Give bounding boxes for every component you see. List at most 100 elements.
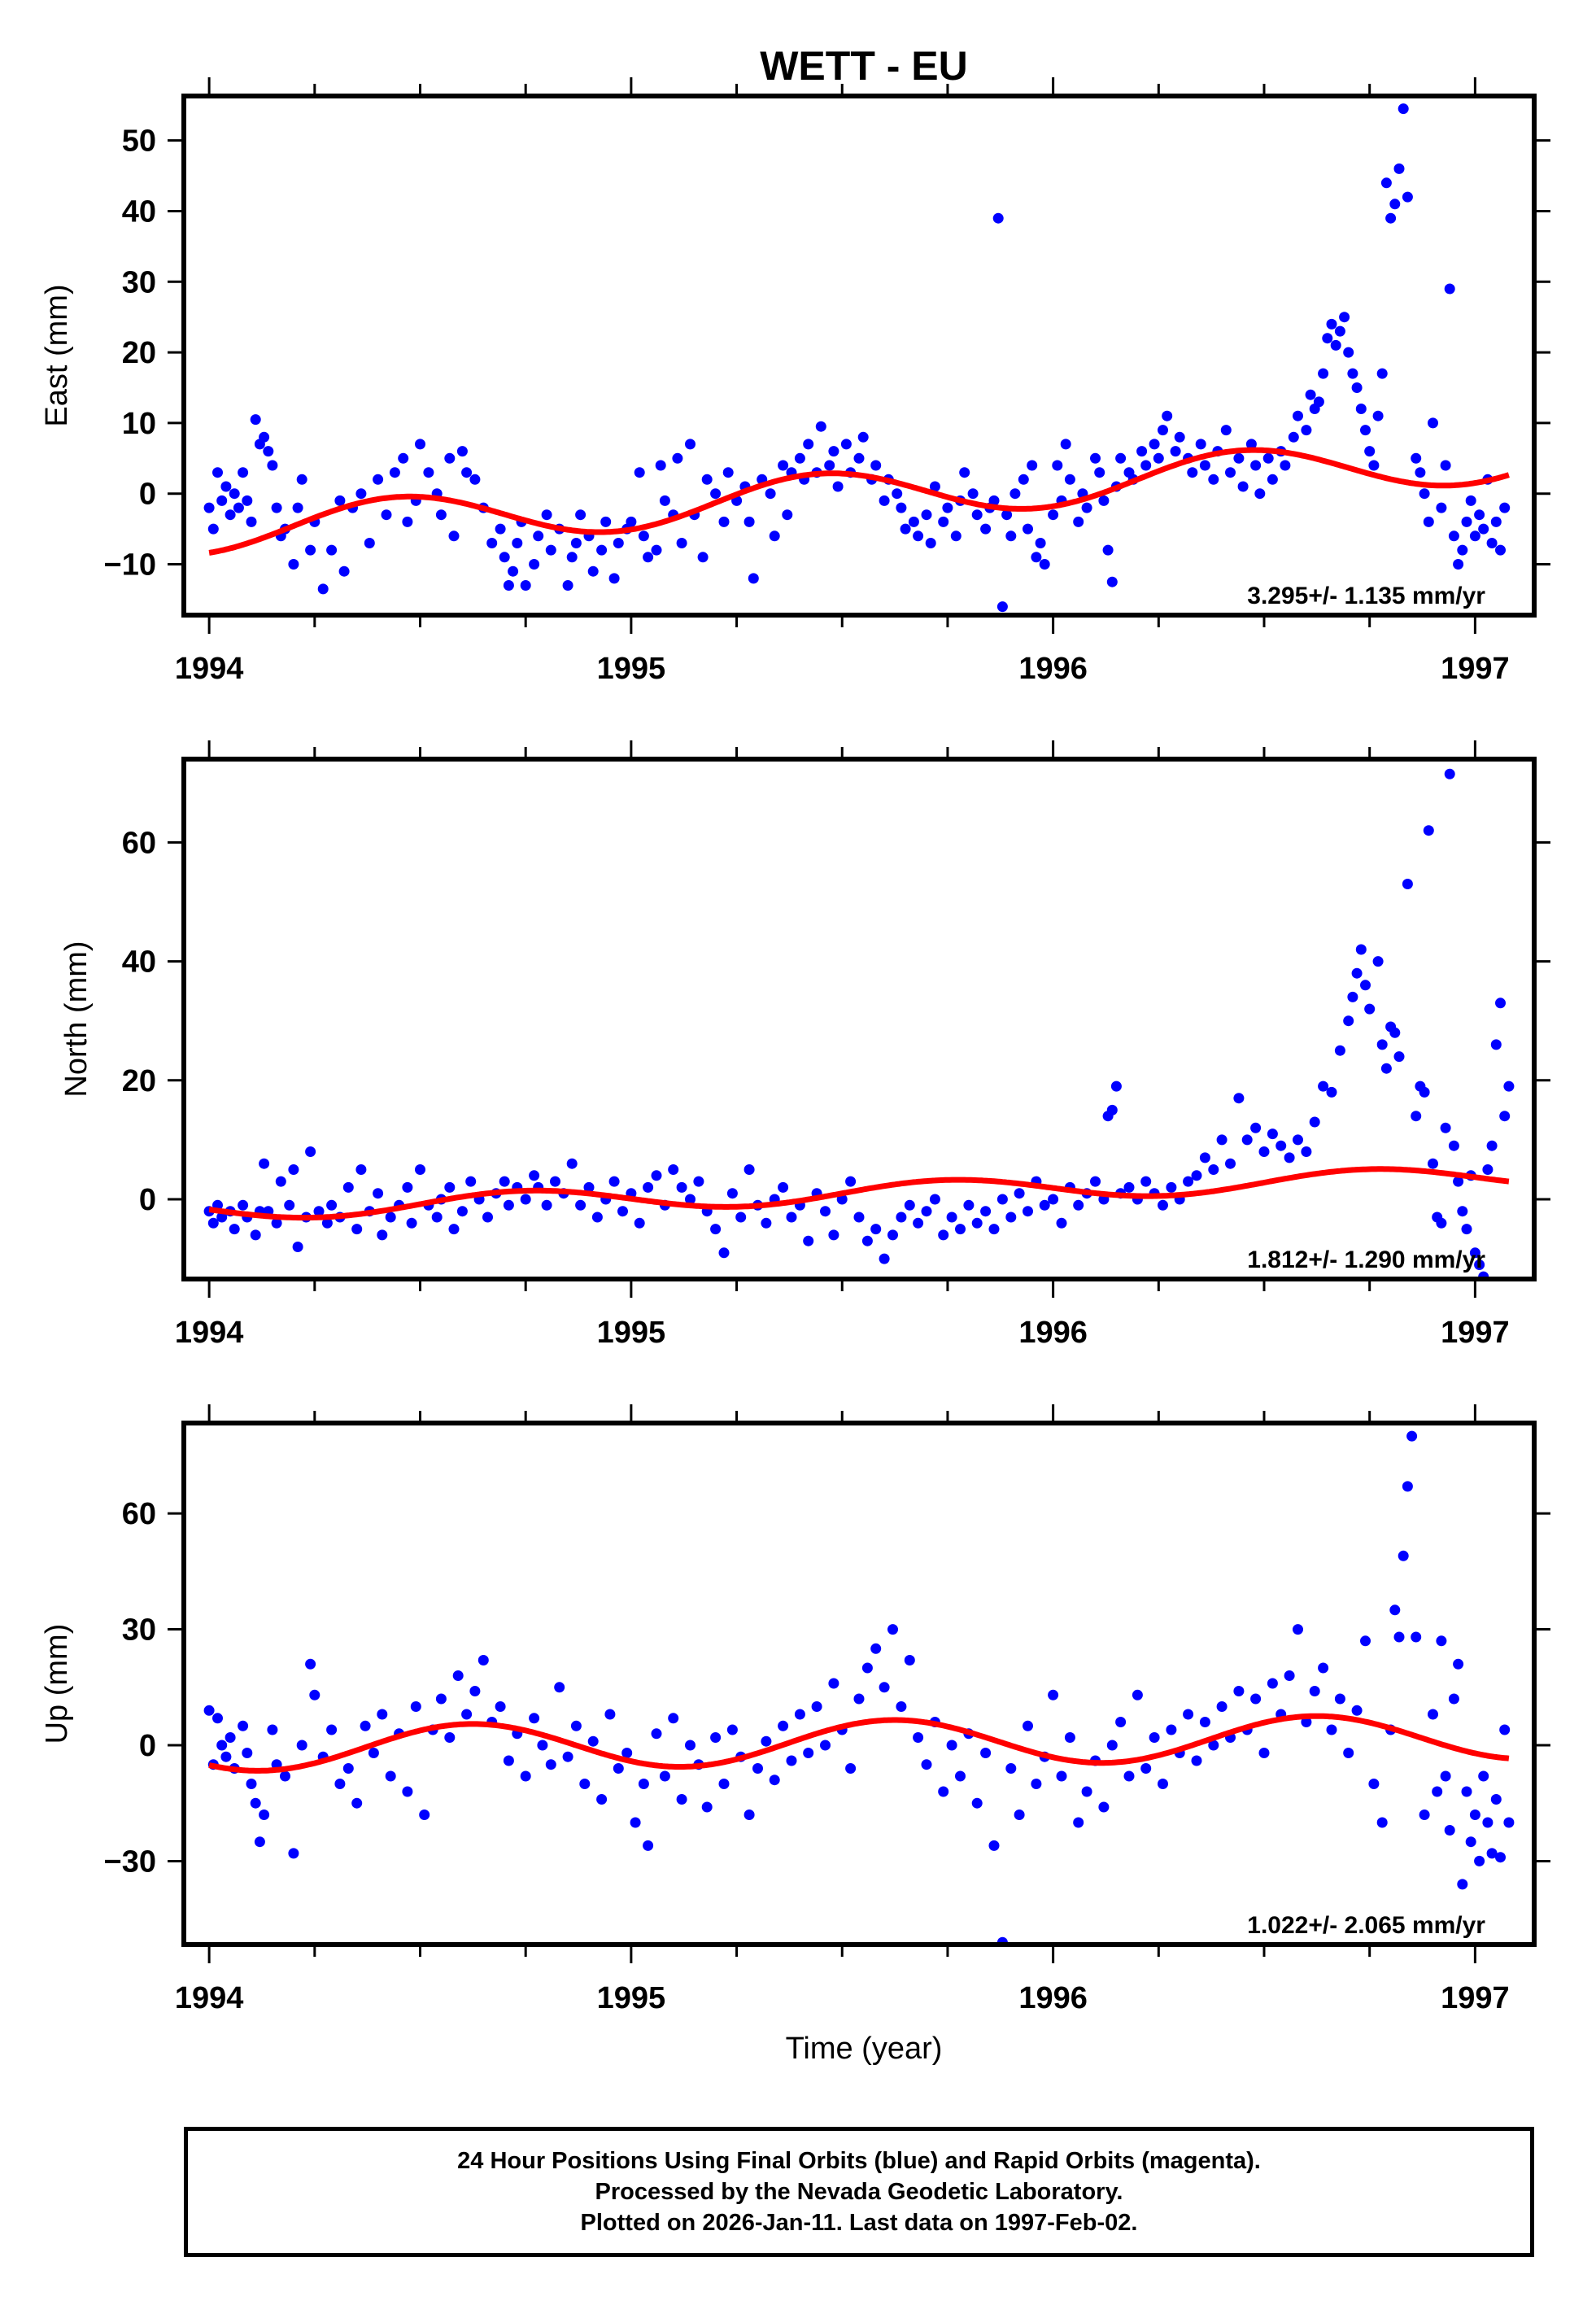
data-point [726,1724,738,1735]
data-point [233,502,244,513]
data-point [828,446,839,457]
data-point [448,530,460,542]
data-point [1081,1786,1092,1797]
data-point [1482,1164,1494,1175]
data-point [963,1199,975,1211]
data-point [853,1211,865,1223]
data-point [735,1211,747,1223]
data-point [1318,1662,1329,1674]
y-axis-title: North (mm) [59,941,94,1097]
data-point [1453,1176,1464,1187]
data-point [305,1658,316,1670]
data-point [250,1229,261,1241]
data-point [761,1217,772,1229]
data-point [452,1670,464,1681]
data-point [529,1170,540,1181]
data-point [1166,1181,1177,1193]
data-point [718,1247,730,1259]
y-tick-label: 0 [139,1729,156,1763]
data-point [263,446,274,457]
data-point [1225,1158,1236,1169]
data-point [992,212,1004,224]
data-point [1318,1080,1329,1092]
data-point [1376,1039,1388,1050]
y-tick-label: −30 [104,1844,156,1879]
data-point [1280,460,1291,471]
data-point [1419,1086,1430,1098]
data-point [1309,1116,1320,1128]
panel-up: 1994 1995 1996 1997 −30 0 30 60 Up (mm) 1.022+/- … [40,1404,1550,2015]
data-point [338,565,350,577]
data-point [861,1662,873,1674]
data-point [1267,1128,1278,1140]
x-tick-label: 1997 [1441,652,1510,686]
data-point [1199,460,1210,471]
data-point [853,452,865,464]
data-point [1301,1146,1312,1157]
data-point [1262,452,1274,464]
data-point [1474,1259,1485,1270]
data-point [402,1181,413,1193]
data-point [1393,163,1405,174]
y-tick-label: 0 [139,1183,156,1217]
data-point [1457,1879,1468,1890]
data-point [242,495,253,506]
data-point [1106,1104,1118,1115]
y-tick-label: 40 [122,194,156,229]
data-point [1090,1176,1101,1187]
data-point [857,431,869,443]
data-point [845,1763,857,1774]
data-point [385,1211,396,1223]
data-point [529,1713,540,1724]
data-point [1326,1086,1337,1098]
data-point [608,573,620,584]
data-point [718,516,730,527]
data-point [778,1181,789,1193]
data-point [929,1194,940,1205]
model-fit-line [208,1713,1510,1774]
data-point [904,1199,915,1211]
data-point [959,467,970,478]
data-point [1444,1825,1455,1836]
data-point [1305,389,1316,400]
data-point [216,495,228,506]
data-point [638,530,649,542]
data-point [309,1689,321,1700]
data-point [587,1735,599,1747]
data-point [596,1794,608,1805]
rate-annotation: 1.812+/- 1.290 mm/yr [1247,1246,1485,1273]
data-point [1005,1763,1017,1774]
data-point [1486,538,1498,548]
x-tick-label: 1995 [597,1316,666,1350]
data-point [220,481,232,492]
data-point [1031,1779,1042,1789]
panel-north: 1994 1995 1996 1997 0 20 40 60 North (mm) 1.812+/… [59,740,1550,1350]
rate-annotation: 3.295+/- 1.135 mm/yr [1247,583,1485,609]
data-point [1132,1689,1143,1700]
data-point [1162,410,1173,421]
footer-line-plotted: Plotted on 2026-Jan-11. Last data on 199… [580,2210,1138,2236]
data-point [1220,425,1232,436]
data-point [778,1720,789,1731]
data-point [710,1224,722,1235]
data-point [402,1786,413,1797]
data-point [259,1158,270,1169]
y-tick-label: 10 [122,407,156,441]
data-point [1406,1430,1418,1442]
data-point [1448,530,1459,542]
data-point [431,1211,443,1223]
data-point [570,1720,582,1731]
data-point [685,1740,696,1751]
data-point [288,559,299,570]
data-point [634,1217,645,1229]
data-point [1216,1701,1228,1712]
data-point [1233,1686,1245,1696]
data-point [503,1755,514,1766]
data-point [326,1724,338,1735]
data-point [415,439,425,450]
data-point [1187,467,1198,478]
data-point [1393,1051,1405,1063]
data-point [1444,768,1455,779]
data-point [1060,439,1071,450]
data-point [904,1655,915,1665]
